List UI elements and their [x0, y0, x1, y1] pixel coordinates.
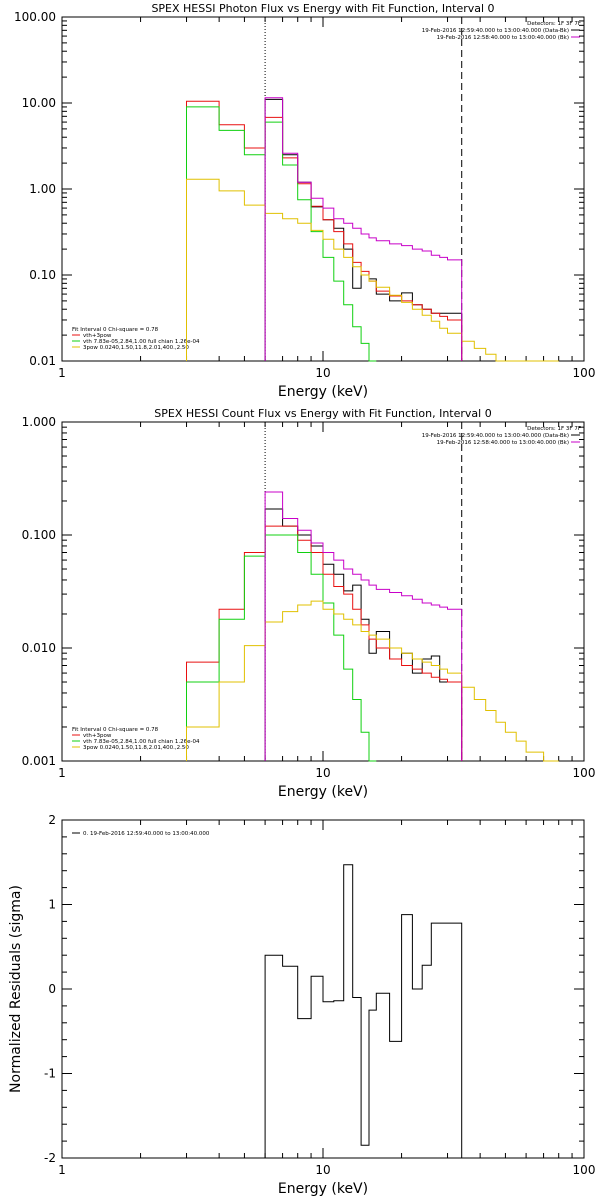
- x-axis-label: Energy (keV): [278, 384, 368, 400]
- legend-header: Fit Interval 0 Chi-square = 0.78: [72, 727, 159, 733]
- detectors-text: Detectors: 1F 3F 7F: [527, 426, 581, 432]
- x-tick-label: 100: [573, 366, 596, 380]
- y-tick-label: 0.10: [29, 268, 56, 282]
- x-tick-label: 1: [58, 766, 66, 780]
- y-tick-label: 0.010: [22, 641, 56, 655]
- series-line-vth+3pow: [186, 525, 463, 761]
- series-line-data: [264, 98, 463, 361]
- series-line-bk: [264, 97, 463, 361]
- detectors-text: Detectors: 1F 3F 7F: [527, 21, 581, 27]
- y-tick-label: 0.100: [22, 528, 56, 542]
- y-tick-label: -2: [44, 1151, 56, 1165]
- legend-item-label: 3pow 0.0240,1.50,11.8,2.01,400.,2.50: [83, 745, 189, 751]
- y-axis-label: Normalized Residuals (sigma): [8, 885, 24, 1093]
- chart-title: SPEX HESSI Count Flux vs Energy with Fit…: [154, 407, 491, 420]
- series-line-3pow: [186, 178, 559, 362]
- x-axis-label: Energy (keV): [278, 784, 368, 800]
- legend-item-label: vth+3pow: [83, 333, 112, 339]
- x-tick-label: 100: [573, 1163, 596, 1177]
- y-tick-label: 0: [48, 982, 56, 996]
- count-flux-chart: SPEX HESSI Count Flux vs Energy with Fit…: [22, 407, 596, 800]
- photon-flux-chart: SPEX HESSI Photon Flux vs Energy with Fi…: [14, 2, 596, 400]
- data-interval-text: 19-Feb-2016 12:59:40.000 to 13:00:40.000…: [422, 433, 569, 439]
- y-tick-label: 0.01: [29, 354, 56, 368]
- x-tick-label: 10: [315, 1163, 330, 1177]
- y-tick-label: 1.00: [29, 182, 56, 196]
- series-line-data: [264, 508, 463, 761]
- legend-item-label: vth 7.83e-05,2.84,1.00 full chian 1.26e-…: [83, 739, 200, 745]
- y-tick-label: 1.000: [22, 415, 56, 429]
- bk-interval-text: 19-Feb-2016 12:58:40.000 to 13:00:40.000…: [437, 35, 569, 41]
- x-tick-label: 1: [58, 366, 66, 380]
- series-line-vth: [186, 106, 377, 362]
- x-tick-label: 100: [573, 766, 596, 780]
- legend-item-label: vth 7.83e-05,2.84,1.00 full chian 1.26e-…: [83, 339, 200, 345]
- y-tick-label: 100.00: [14, 10, 56, 24]
- legend-item-label: 3pow 0.0240,1.50,11.8,2.01,400.,2.50: [83, 345, 189, 351]
- data-interval-text: 19-Feb-2016 12:59:40.000 to 13:00:40.000…: [422, 28, 569, 34]
- series-line-vth: [186, 534, 377, 762]
- x-tick-label: 1: [58, 1163, 66, 1177]
- x-tick-label: 10: [315, 366, 330, 380]
- x-tick-label: 10: [315, 766, 330, 780]
- y-tick-label: 1: [48, 898, 56, 912]
- series-line-bk: [264, 491, 463, 761]
- residuals-chart: 1 10 100 -2 -1 0 1 2 Energy (keV) Normalized Resi…: [8, 813, 596, 1197]
- y-tick-label: 2: [48, 813, 56, 827]
- legend-item-label: 0. 19-Feb-2016 12:59:40.000 to 13:00:40.…: [83, 831, 210, 837]
- series-line-residuals: [264, 864, 463, 1158]
- y-tick-label: -1: [44, 1067, 56, 1081]
- x-axis-label: Energy (keV): [278, 1181, 368, 1197]
- series-line-3pow: [186, 600, 559, 762]
- plot-frame: [61, 16, 585, 362]
- legend-item-label: vth+3pow: [83, 733, 112, 739]
- bk-interval-text: 19-Feb-2016 12:58:40.000 to 13:00:40.000…: [437, 440, 569, 446]
- legend-header: Fit Interval 0 Chi-square = 0.78: [72, 327, 159, 333]
- series-line-vth+3pow: [186, 100, 463, 361]
- y-tick-label: 10.00: [22, 96, 56, 110]
- y-tick-label: 0.001: [22, 754, 56, 768]
- chart-title: SPEX HESSI Photon Flux vs Energy with Fi…: [151, 2, 494, 15]
